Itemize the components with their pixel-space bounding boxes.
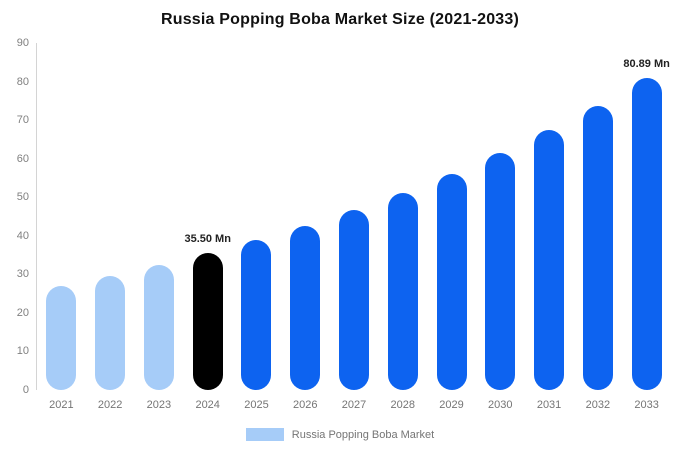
y-tick-10: 10 [16,345,29,358]
y-tick-20: 20 [16,306,29,319]
x-tick-2021: 2021 [49,399,74,411]
bar-2029 [436,173,467,390]
bar-2025 [241,240,272,390]
bar-2022 [95,276,126,390]
bar-2033 [631,78,662,390]
y-tick-70: 70 [16,114,29,127]
bar-2030 [485,153,516,390]
x-tick-2032: 2032 [585,399,611,411]
y-tick-40: 40 [16,229,29,242]
bar-2024 [192,253,223,390]
x-tick-2029: 2029 [439,399,464,411]
y-tick-30: 30 [16,268,29,281]
y-tick-50: 50 [16,191,29,204]
x-tick-2031: 2031 [536,399,562,411]
legend-label: Russia Popping Boba Market [291,428,435,441]
x-tick-2030: 2030 [488,399,513,411]
x-tick-2024: 2024 [195,399,220,411]
x-tick-2022: 2022 [97,399,123,411]
legend: Russia Popping Boba Market [0,428,680,441]
x-tick-2027: 2027 [341,399,367,411]
chart-title: Russia Popping Boba Market Size (2021-20… [160,11,520,28]
bar-2021 [46,285,77,390]
annotation-2024: 35.50 Mn [184,233,231,246]
x-tick-2023: 2023 [146,399,172,411]
x-tick-2033: 2033 [634,399,659,411]
bar-2023 [143,265,174,390]
legend-swatch [245,428,284,441]
y-tick-60: 60 [16,152,29,165]
bar-2027 [339,209,369,390]
bar-2026 [290,225,321,390]
x-tick-2026: 2026 [292,399,318,411]
bar-2031 [534,130,565,390]
annotation-2033: 80.89 Mn [623,58,670,71]
y-tick-0: 0 [22,384,29,396]
y-tick-90: 90 [16,37,29,49]
x-tick-2025: 2025 [244,399,269,411]
plot-area: 0 10 20 30 40 50 60 70 80 90 2021 2022 2023 2024 2025 2… [17,37,671,411]
bar-2032 [582,105,613,390]
bar-2028 [387,192,418,390]
x-tick-2028: 2028 [390,399,416,411]
y-tick-80: 80 [16,75,29,88]
